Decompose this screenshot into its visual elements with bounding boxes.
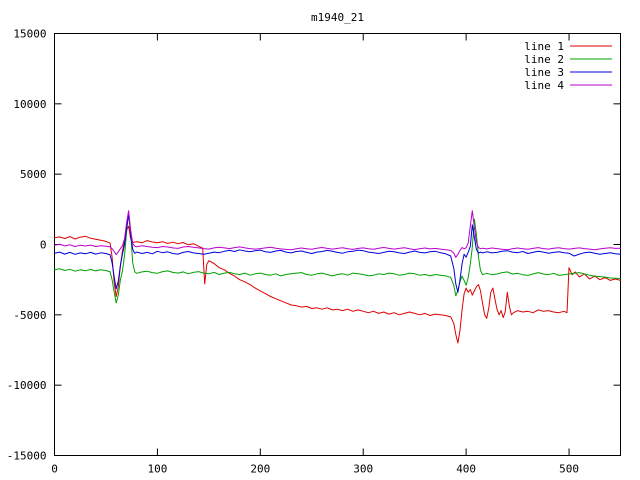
- x-tick-label: 200: [250, 463, 270, 476]
- x-tick-label: 100: [147, 463, 167, 476]
- y-tick-label: -5000: [13, 309, 46, 322]
- y-tick-label: 5000: [20, 168, 47, 181]
- y-tick-label: -10000: [7, 379, 47, 392]
- y-tick-label: 15000: [13, 28, 46, 41]
- x-tick-label: 300: [353, 463, 373, 476]
- legend-label: line 4: [524, 79, 564, 92]
- x-tick-label: 500: [559, 463, 579, 476]
- plot-border: [54, 33, 621, 456]
- x-tick-label: 0: [51, 463, 58, 476]
- y-tick-label: 0: [40, 239, 47, 252]
- series-line-1: [54, 225, 621, 344]
- series-line-3: [54, 213, 621, 293]
- chart-title: m1940_21: [311, 11, 364, 24]
- legend-label: line 3: [524, 66, 564, 79]
- legend-label: line 2: [524, 53, 564, 66]
- series-line-4: [54, 210, 621, 258]
- legend-label: line 1: [524, 40, 564, 53]
- y-tick-label: 10000: [13, 98, 46, 111]
- y-tick-label: -15000: [7, 450, 47, 463]
- series-line-2: [54, 211, 621, 304]
- x-tick-label: 400: [456, 463, 476, 476]
